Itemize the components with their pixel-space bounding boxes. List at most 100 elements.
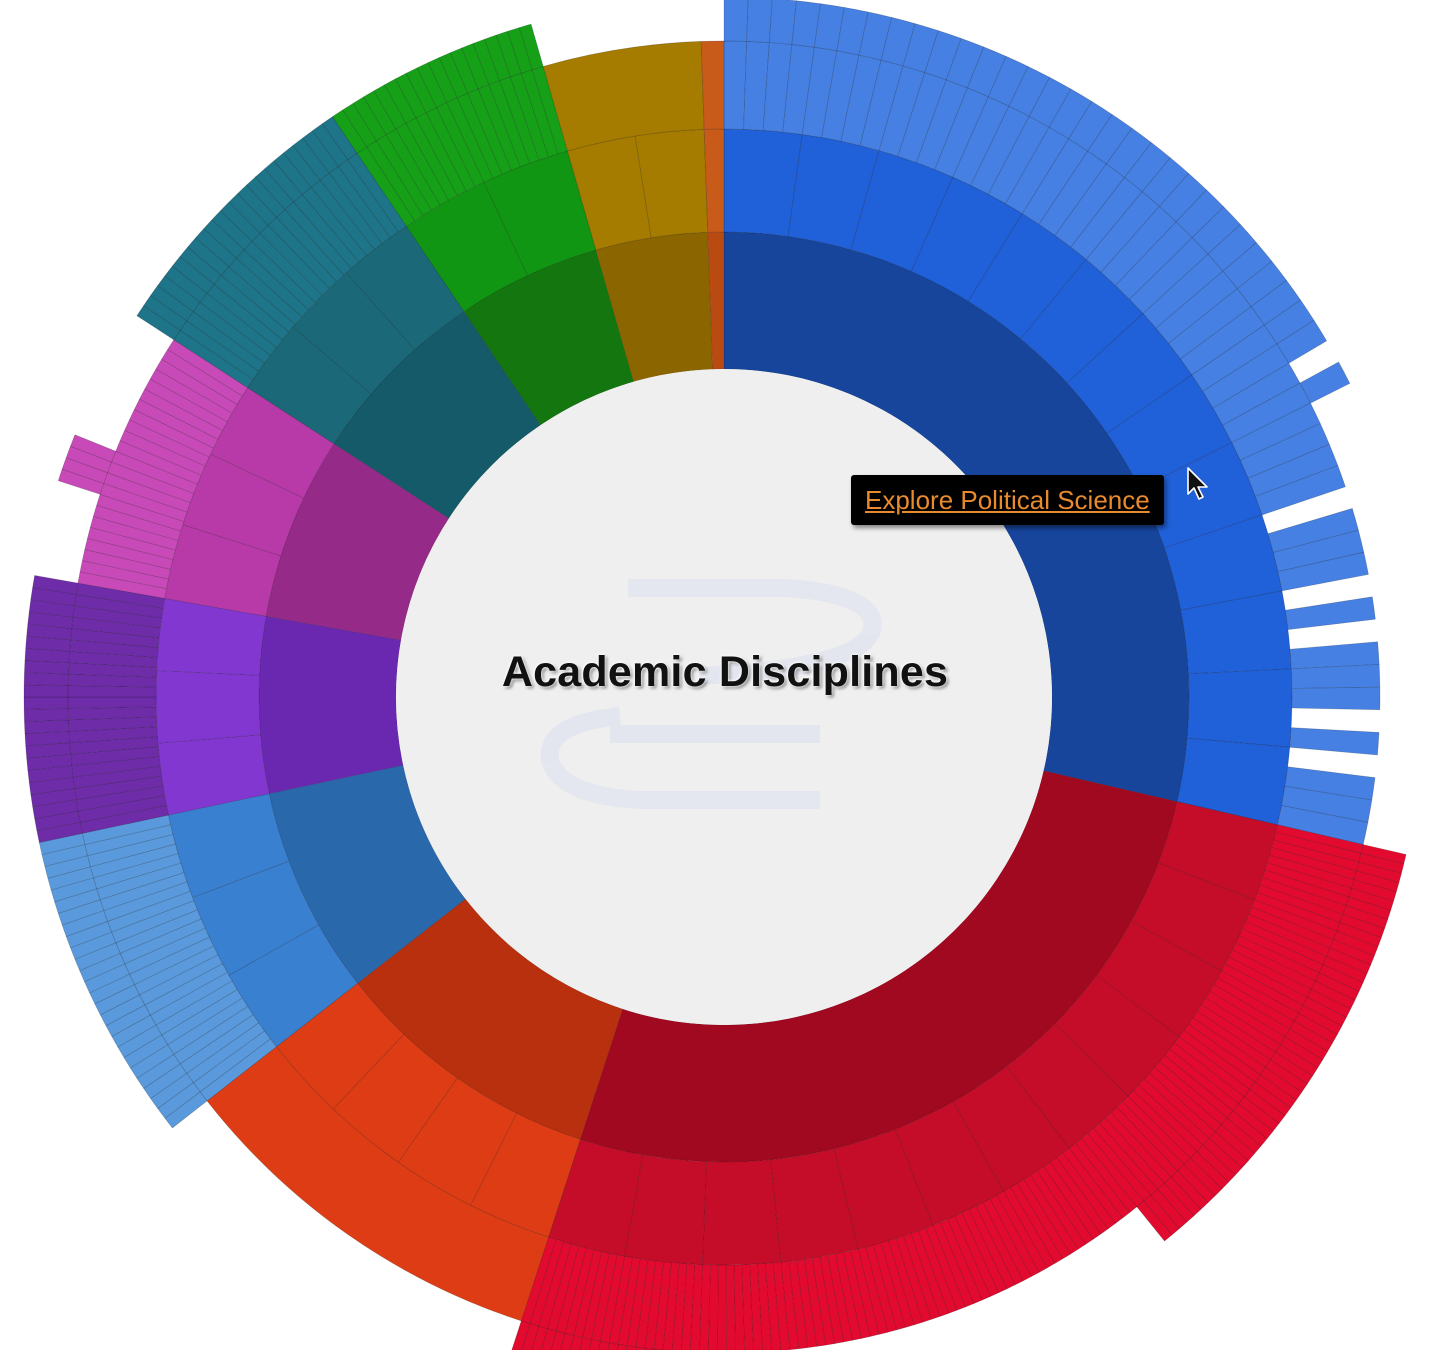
sector-outer-1-6[interactable] <box>1262 869 1350 907</box>
sector-outer-1-19[interactable] <box>1221 963 1304 1014</box>
sector-edge-0-0[interactable] <box>723 0 749 42</box>
sector-mid-9-0[interactable] <box>703 128 725 233</box>
sector-outer-8-0[interactable] <box>542 41 705 152</box>
sector-edge-6-1[interactable] <box>143 295 188 331</box>
sector-edge-1-113[interactable] <box>564 1335 583 1350</box>
sector-outer-6-14[interactable] <box>276 209 345 283</box>
sector-edge-1-0[interactable] <box>1360 844 1407 865</box>
sector-outer-4-12[interactable] <box>67 685 157 698</box>
sector-outer-1-20[interactable] <box>1217 970 1300 1022</box>
sector-outer-1-112[interactable] <box>582 1251 610 1340</box>
sector-outer-0-18[interactable] <box>1054 163 1126 248</box>
sector-mid-3-2[interactable] <box>167 793 290 898</box>
sector-edge-1-12[interactable] <box>1326 947 1372 975</box>
sector-outer-3-11[interactable] <box>133 945 219 996</box>
sector-outer-1-78[interactable] <box>865 1244 897 1333</box>
sector-outer-4-17[interactable] <box>70 628 160 648</box>
sector-edge-6-22[interactable] <box>322 116 358 161</box>
sector-outer-7-1[interactable] <box>366 140 424 222</box>
sector-outer-0-35[interactable] <box>1254 464 1346 516</box>
sector-outer-1-22[interactable] <box>1209 984 1291 1038</box>
sector-outer-1-66[interactable] <box>954 1212 1000 1297</box>
sector-outer-1-52[interactable] <box>1049 1157 1109 1235</box>
sector-edge-4-5[interactable] <box>27 765 74 783</box>
sector-edge-3-18[interactable] <box>61 910 109 937</box>
sector-edge-4-3[interactable] <box>30 787 77 807</box>
sector-outer-3-4[interactable] <box>173 1005 254 1065</box>
sector-outer-3-8[interactable] <box>149 971 233 1026</box>
sector-outer-1-30[interactable] <box>1173 1036 1251 1098</box>
sector-outer-3-0[interactable] <box>199 1038 277 1102</box>
sector-edge-4-20[interactable] <box>30 587 77 607</box>
sector-outer-1-21[interactable] <box>1213 977 1295 1030</box>
sector-outer-4-9[interactable] <box>68 716 158 732</box>
sector-edge-1-26[interactable] <box>1264 1059 1308 1093</box>
sector-edge-0-1[interactable] <box>746 0 773 43</box>
sector-outer-6-22[interactable] <box>347 152 407 233</box>
sector-outer-0-3[interactable] <box>782 44 815 135</box>
sector-edge-3-10[interactable] <box>99 994 146 1027</box>
sector-outer-1-88[interactable] <box>788 1259 809 1350</box>
sector-outer-4-11[interactable] <box>67 696 157 709</box>
sector-outer-1-101[interactable] <box>680 1263 696 1350</box>
sector-outer-1-58[interactable] <box>1010 1182 1064 1264</box>
sector-outer-0-12[interactable] <box>952 96 1010 186</box>
sector-outer-1-16[interactable] <box>1232 942 1316 990</box>
sector-edge-1-31[interactable] <box>1238 1096 1280 1132</box>
sector-edge-1-17[interactable] <box>1306 988 1352 1018</box>
sector-edge-1-19[interactable] <box>1298 1004 1343 1036</box>
sector-outer-1-50[interactable] <box>1062 1147 1124 1224</box>
sector-edge-1-4[interactable] <box>1351 879 1397 902</box>
sector-outer-5-12[interactable] <box>115 440 202 485</box>
sector-edge-4-21[interactable] <box>32 575 79 595</box>
sector-outer-1-108[interactable] <box>617 1257 641 1347</box>
sector-mid-2-3[interactable] <box>275 982 405 1110</box>
sector-edge-1-117[interactable] <box>526 1325 548 1350</box>
sector-mid-1-8[interactable] <box>770 1148 859 1263</box>
sector-edge-7-6[interactable] <box>394 72 427 119</box>
sector-outer-0-20[interactable] <box>1085 191 1160 273</box>
sector-mid-1-1[interactable] <box>1130 862 1256 972</box>
sector-mid-3-1[interactable] <box>192 860 320 976</box>
sector-outer-3-19[interactable] <box>99 872 188 912</box>
sector-edge-1-28[interactable] <box>1254 1074 1297 1109</box>
sector-outer-7-4[interactable] <box>395 122 450 206</box>
sector-outer-0-50[interactable] <box>1281 785 1373 823</box>
sector-edge-3-2[interactable] <box>150 1072 194 1109</box>
sector-edge-5-9[interactable] <box>61 457 109 484</box>
sector-mid-4-0[interactable] <box>157 734 270 816</box>
sector-outer-0-6[interactable] <box>840 54 882 146</box>
sector-edge-3-5[interactable] <box>129 1044 175 1079</box>
sector-outer-6-9[interactable] <box>236 249 310 318</box>
sector-edge-5-11[interactable] <box>70 434 117 463</box>
sector-outer-1-59[interactable] <box>1003 1186 1056 1269</box>
sector-outer-0-43[interactable] <box>1289 641 1380 670</box>
sector-outer-0-30[interactable] <box>1212 362 1301 426</box>
sector-edge-4-0[interactable] <box>36 821 83 843</box>
sector-outer-9-0[interactable] <box>700 40 725 130</box>
sector-outer-4-10[interactable] <box>67 706 157 721</box>
sector-outer-4-3[interactable] <box>73 775 164 801</box>
sector-edge-7-8[interactable] <box>416 62 448 108</box>
sector-outer-1-70[interactable] <box>925 1224 966 1311</box>
sector-edge-1-8[interactable] <box>1339 913 1385 939</box>
sector-mid-1-9[interactable] <box>702 1159 782 1266</box>
sector-edge-0-3[interactable] <box>791 0 821 48</box>
sector-edge-3-23[interactable] <box>44 855 91 879</box>
sector-outer-1-53[interactable] <box>1043 1161 1102 1240</box>
sector-mid-4-1[interactable] <box>155 670 261 744</box>
sector-edge-1-111[interactable] <box>582 1339 601 1350</box>
sector-outer-1-107[interactable] <box>626 1258 649 1348</box>
sector-outer-5-19[interactable] <box>149 368 233 423</box>
sector-outer-0-47[interactable] <box>1289 727 1380 756</box>
sector-mid-0-1[interactable] <box>787 134 880 251</box>
sector-outer-4-2[interactable] <box>75 785 166 812</box>
sector-edge-0-16[interactable] <box>1068 100 1113 152</box>
sector-outer-0-41[interactable] <box>1284 596 1376 631</box>
sector-outer-0-9[interactable] <box>897 72 947 164</box>
sector-outer-1-69[interactable] <box>932 1221 975 1308</box>
sector-outer-0-4[interactable] <box>801 46 838 138</box>
sector-edge-0-22[interactable] <box>1175 189 1225 239</box>
sector-outer-5-4[interactable] <box>87 526 176 561</box>
sector-outer-1-95[interactable] <box>733 1264 745 1350</box>
